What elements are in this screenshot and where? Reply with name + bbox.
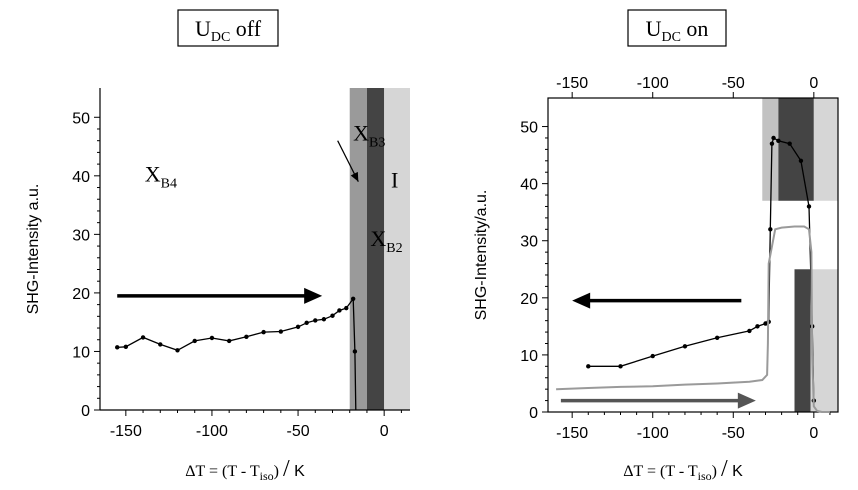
data-point <box>776 138 781 144</box>
phase-bands <box>762 98 838 412</box>
y-axis-label: SHG-Intensity/a.u. <box>473 190 490 321</box>
data-point <box>158 342 163 347</box>
series-line <box>556 225 830 413</box>
y-tick-label: 0 <box>81 403 90 420</box>
axes: 0 10 20 30 40 50 -150 -100 -50 0 -150 -100 -50 0 <box>520 75 839 442</box>
y-tick-label: 10 <box>72 344 90 361</box>
series-layer <box>115 296 358 411</box>
data-point <box>768 227 773 232</box>
phase-label: XB3 <box>353 121 385 151</box>
x-tick-label: -150 <box>110 423 142 440</box>
data-point <box>175 348 180 353</box>
x-tick-label: -100 <box>196 423 228 440</box>
phase-band-lower <box>794 269 811 412</box>
x-tick-label: -50 <box>722 425 745 442</box>
y-tick-label: 40 <box>520 177 538 194</box>
x-tick-label: -50 <box>286 423 309 440</box>
top-tick-label: -150 <box>556 75 588 92</box>
data-point <box>226 338 232 344</box>
data-point <box>115 345 120 350</box>
y-axis-label: SHG-Intensity a.u. <box>25 184 42 315</box>
chart-title-box <box>627 9 727 47</box>
top-tick-label: -100 <box>637 75 669 92</box>
direction-arrow-head <box>304 287 323 304</box>
annotations: XB4 XB3 XB2 I <box>117 121 403 304</box>
phase-band <box>384 88 410 410</box>
annotations <box>560 292 756 409</box>
data-point <box>586 364 591 369</box>
plot-frame <box>547 97 839 413</box>
phase-label: I <box>391 168 398 193</box>
phase-label: XB2 <box>370 226 402 256</box>
data-point <box>278 329 284 334</box>
y-tick-label: 40 <box>72 169 90 186</box>
pointer-arrow-head <box>350 171 359 182</box>
data-point <box>295 324 301 330</box>
y-tick-label: 50 <box>520 120 538 137</box>
data-point <box>330 313 335 318</box>
x-tick-label: -100 <box>637 425 669 442</box>
y-tick-label: 30 <box>520 234 538 251</box>
x-axis-label: ΔT = (T - Tiso) / K <box>185 456 305 483</box>
chart-title: UDC on <box>646 16 709 45</box>
data-point <box>350 296 356 301</box>
top-tick-label: -50 <box>722 75 745 92</box>
top-tick-label: 0 <box>809 75 818 92</box>
phase-band-upper <box>762 98 779 201</box>
data-point <box>769 141 775 146</box>
y-tick-label: 20 <box>72 286 90 303</box>
data-point <box>714 335 720 340</box>
data-point <box>787 141 792 146</box>
data-point <box>344 305 349 311</box>
direction-arrow-head <box>572 292 591 309</box>
data-point <box>123 344 129 349</box>
data-point <box>763 321 768 326</box>
data-point <box>650 353 655 359</box>
y-tick-label: 30 <box>72 227 90 244</box>
x-tick-label: 0 <box>809 425 818 442</box>
chart-title-box <box>177 9 279 47</box>
data-point <box>682 344 688 349</box>
data-point <box>192 338 197 344</box>
data-point <box>352 349 358 354</box>
x-tick-label: -150 <box>556 425 588 442</box>
x-axis-label: ΔT = (T - Tiso) / K <box>623 456 743 483</box>
data-point <box>321 317 327 322</box>
x-tick-label: 0 <box>380 423 389 440</box>
phase-band-upper <box>813 98 838 201</box>
phase-label: XB4 <box>145 162 177 192</box>
y-tick-label: 0 <box>529 405 538 422</box>
chart-title: UDC off <box>195 16 262 45</box>
data-point <box>806 204 812 209</box>
data-point <box>313 318 318 323</box>
y-tick-label: 10 <box>520 348 538 365</box>
direction-arrow-head <box>737 392 756 409</box>
data-point <box>755 324 760 329</box>
phase-band <box>366 88 385 410</box>
data-point <box>337 308 342 313</box>
phase-band-lower <box>810 269 838 412</box>
axes: 0 10 20 30 40 50 -150 -100 -50 0 <box>72 88 410 440</box>
data-point <box>771 135 776 141</box>
data-point <box>798 158 804 163</box>
data-point <box>261 329 266 335</box>
data-point <box>140 335 146 340</box>
data-point <box>747 328 752 334</box>
series-line <box>117 296 357 411</box>
data-point <box>304 320 309 325</box>
series-layer <box>556 135 830 413</box>
data-point <box>244 334 249 340</box>
chart-udc-on: UDC on 0 10 20 30 40 50 -150 -100 -50 0 -150 -100 -5… <box>473 9 839 483</box>
y-tick-label: 20 <box>520 291 538 308</box>
data-point <box>618 364 623 369</box>
data-point <box>209 335 215 341</box>
y-tick-label: 50 <box>72 110 90 127</box>
phase-band-upper <box>778 98 814 201</box>
